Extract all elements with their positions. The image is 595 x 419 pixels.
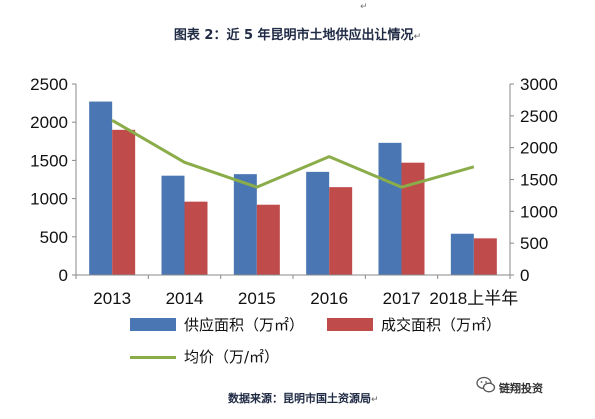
watermark: 链翔投资 [499, 382, 543, 395]
bar-supply-2018上半年 [450, 233, 474, 275]
bar-deal-2017 [401, 162, 425, 275]
wechat-icon [476, 376, 496, 393]
bar-deal-2015 [256, 204, 280, 275]
bar-supply-2013 [89, 101, 113, 276]
x-tick-label: 2013 [93, 289, 131, 308]
y-tick-label-left: 1500 [30, 151, 68, 170]
x-tick-label: 2014 [166, 289, 204, 308]
bar-deal-2018上半年 [473, 238, 497, 275]
paragraph-mark: ↵ [360, 2, 368, 12]
x-tick-label: 2017 [383, 289, 421, 308]
x-tick-label: 2015 [238, 289, 276, 308]
y-tick-label-right: 0 [520, 266, 529, 285]
y-tick-label-right: 500 [520, 234, 548, 253]
bar-supply-2017 [378, 142, 402, 275]
y-tick-label-left: 500 [40, 228, 68, 247]
legend-label-deal: 成交面积（万㎡） [381, 316, 502, 334]
y-tick-label-right: 3000 [520, 75, 558, 94]
y-tick-label-right: 1000 [520, 202, 558, 221]
x-tick-label: 2016 [310, 289, 348, 308]
bar-supply-2014 [161, 175, 185, 275]
data-source: 数据来源：昆明市国土资源局↵ [228, 392, 379, 405]
y-tick-label-right: 1500 [520, 171, 558, 190]
bar-supply-2016 [306, 171, 330, 275]
legend-label-price: 均价（万/㎡） [184, 348, 280, 366]
x-tick-label: 2018上半年 [429, 289, 518, 308]
bar-deal-2013 [112, 129, 136, 275]
bar-deal-2014 [184, 201, 208, 275]
y-tick-label-right: 2500 [520, 107, 558, 126]
y-tick-label-left: 2500 [30, 75, 68, 94]
legend-label-supply: 供应面积（万㎡） [184, 316, 305, 334]
bar-supply-2015 [233, 174, 257, 275]
y-tick-label-left: 1000 [30, 190, 68, 209]
line-price [111, 118, 475, 189]
y-tick-label-left: 0 [59, 266, 68, 285]
y-tick-label-left: 2000 [30, 113, 68, 132]
bar-deal-2016 [329, 187, 353, 275]
chart-title: 图表 2：近 5 年昆明市土地供应出让情况↵ [173, 28, 422, 43]
legend-swatch-supply [130, 318, 176, 331]
legend-swatch-price [130, 356, 176, 359]
legend-swatch-deal [327, 318, 373, 331]
y-tick-label-right: 2000 [520, 139, 558, 158]
